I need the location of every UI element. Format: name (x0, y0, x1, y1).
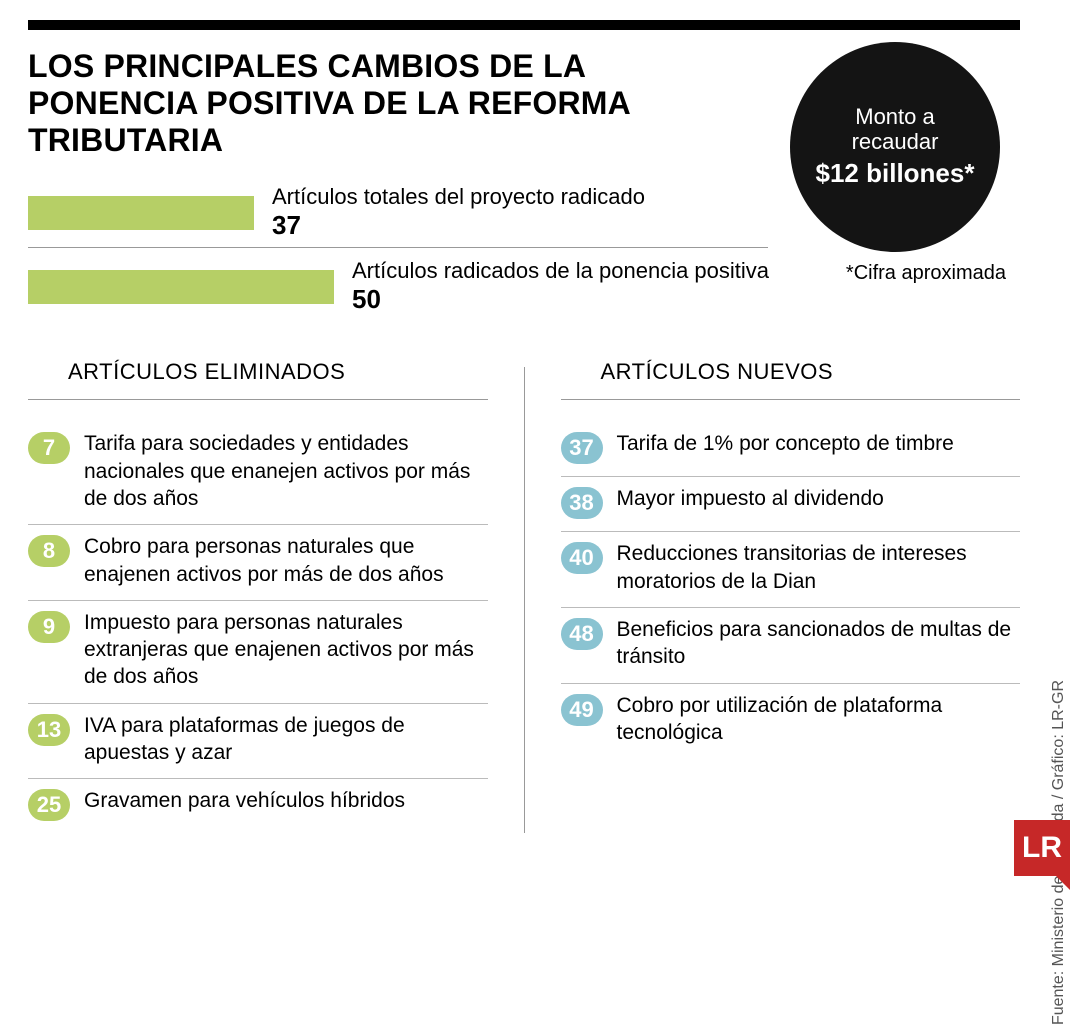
main-title: LOS PRINCIPALES CAMBIOS DE LA PONENCIA P… (28, 48, 688, 158)
list-item: 25 Gravamen para vehículos híbridos (28, 779, 488, 833)
column-new: ARTÍCULOS NUEVOS 37 Tarifa de 1% por conc… (525, 359, 1021, 833)
list-item: 13 IVA para plataformas de juegos de apue… (28, 704, 488, 780)
article-badge: 25 (28, 789, 70, 821)
column-underline (561, 399, 1021, 400)
article-text: IVA para plataformas de juegos de apuest… (84, 712, 488, 767)
callout-note: *Cifra aproximada (846, 262, 1006, 285)
list-eliminated: 7 Tarifa para sociedades y entidades naci… (28, 422, 488, 833)
article-badge: 13 (28, 714, 70, 746)
article-text: Impuesto para personas naturales extranj… (84, 609, 488, 691)
bar-value: 50 (352, 284, 769, 315)
bar-value: 37 (272, 210, 645, 241)
article-badge: 49 (561, 694, 603, 726)
callout-line1: Monto a (855, 105, 935, 129)
article-badge: 9 (28, 611, 70, 643)
column-eliminated: ARTÍCULOS ELIMINADOS 7 Tarifa para socied… (28, 359, 524, 833)
bar (28, 270, 334, 304)
list-item: 9 Impuesto para personas naturales extran… (28, 601, 488, 704)
article-badge: 8 (28, 535, 70, 567)
amount-callout: Monto a recaudar $12 billones* (790, 42, 1000, 252)
column-underline (28, 399, 488, 400)
article-badge: 7 (28, 432, 70, 464)
list-item: 38 Mayor impuesto al dividendo (561, 477, 1021, 532)
article-text: Gravamen para vehículos híbridos (84, 787, 405, 814)
list-item: 40 Reducciones transitorias de intereses … (561, 532, 1021, 608)
list-item: 37 Tarifa de 1% por concepto de timbre (561, 422, 1021, 477)
bar-label: Artículos radicados de la ponencia posit… (352, 258, 769, 284)
article-text: Mayor impuesto al dividendo (617, 485, 884, 512)
article-text: Tarifa de 1% por concepto de timbre (617, 430, 954, 457)
list-item: 49 Cobro por utilización de plataforma te… (561, 684, 1021, 759)
article-badge: 38 (561, 487, 603, 519)
article-text: Tarifa para sociedades y entidades nacio… (84, 430, 488, 512)
article-text: Reducciones transitorias de intereses mo… (617, 540, 1021, 595)
article-text: Cobro por utilización de plataforma tecn… (617, 692, 1021, 747)
callout-line2: recaudar (852, 130, 939, 154)
column-title-new: ARTÍCULOS NUEVOS (601, 359, 1021, 385)
list-item: 8 Cobro para personas naturales que enaje… (28, 525, 488, 601)
lr-logo-text: LR (1022, 831, 1062, 865)
bar-label: Artículos totales del proyecto radicado (272, 184, 645, 210)
column-title-eliminated: ARTÍCULOS ELIMINADOS (68, 359, 488, 385)
article-badge: 48 (561, 618, 603, 650)
bar (28, 196, 254, 230)
list-item: 7 Tarifa para sociedades y entidades naci… (28, 422, 488, 525)
top-bar (28, 20, 1020, 30)
article-text: Beneficios para sancionados de multas de… (617, 616, 1021, 671)
columns: ARTÍCULOS ELIMINADOS 7 Tarifa para socied… (28, 359, 1020, 833)
list-new: 37 Tarifa de 1% por concepto de timbre 38 M… (561, 422, 1021, 758)
lr-logo: LR (1014, 820, 1070, 876)
article-badge: 37 (561, 432, 603, 464)
callout-value: $12 billones* (816, 158, 975, 189)
list-item: 48 Beneficios para sancionados de multas … (561, 608, 1021, 684)
bar-underline (28, 247, 768, 248)
article-text: Cobro para personas naturales que enajen… (84, 533, 488, 588)
article-badge: 40 (561, 542, 603, 574)
